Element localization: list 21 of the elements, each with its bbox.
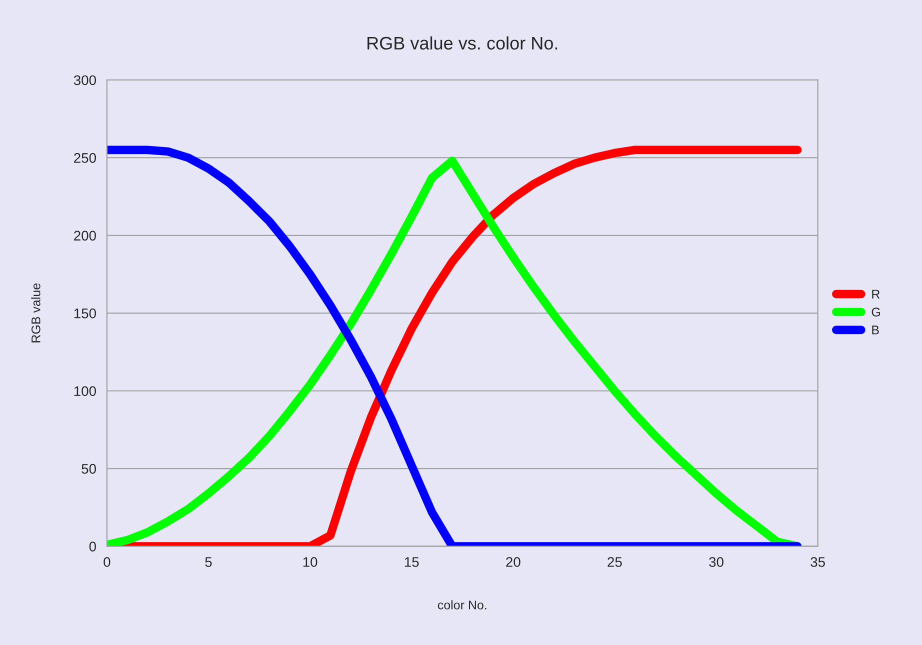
- y-tick-label: 100: [74, 386, 96, 396]
- y-tick-label: 150: [74, 308, 96, 318]
- x-tick-label: 30: [709, 557, 724, 567]
- y-tick-label: 300: [74, 75, 96, 86]
- x-tick-label: 5: [205, 557, 212, 567]
- legend-label: G: [872, 308, 880, 317]
- x-tick-label: 25: [608, 557, 622, 567]
- y-tick-label: 200: [74, 230, 96, 241]
- x-tick-label: 35: [810, 557, 825, 567]
- y-axis-title: RGB value: [31, 283, 40, 342]
- y-tick-label: 250: [74, 153, 96, 163]
- x-axis-title: color No.: [438, 600, 486, 610]
- legend-label: R: [872, 290, 880, 298]
- x-tick-label: 15: [404, 557, 419, 567]
- y-tick-label: 0: [89, 542, 96, 552]
- x-tick-label: 10: [303, 557, 318, 567]
- x-tick-label: 20: [506, 557, 520, 567]
- x-tick-label: 0: [104, 557, 110, 567]
- y-tick-label: 50: [82, 464, 96, 474]
- chart-title: RGB value vs. color No.: [368, 36, 558, 50]
- legend-label: B: [872, 326, 879, 334]
